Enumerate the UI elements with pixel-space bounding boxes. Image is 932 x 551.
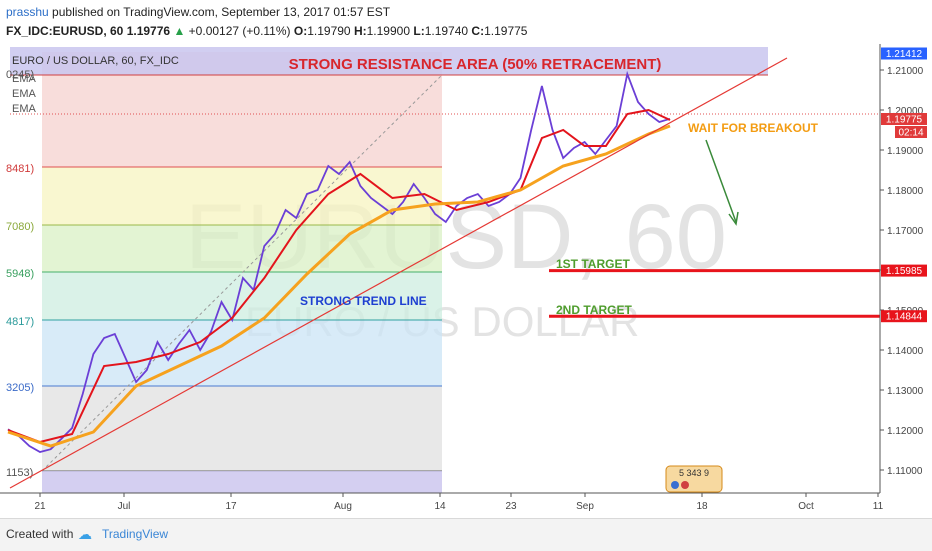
fib-zone-5 [42,320,442,386]
price-tag-target-1: 1.15985 [881,264,927,277]
fib-zone-6 [42,386,442,471]
ema-slow-line [7,124,671,448]
time-tick-label: 11 [873,501,884,512]
fib-level-label: 0245) [6,69,34,81]
fib-zone-3 [42,225,442,272]
target-1-label: 1ST TARGET [556,257,630,271]
time-tick-label: Aug [334,501,352,512]
tradingview-logo-icon: ☁ [78,526,92,542]
time-tick-label: 21 [34,501,46,512]
price-tag-top-box [881,47,927,60]
time-tick-label: Sep [576,501,594,512]
price-tag-current: 1.19775 02:14 [881,113,927,139]
ohlc-line: FX_IDC:EURUSD, 60 1.19776 ▲ +0.00127 (+0… [6,24,527,38]
price-tick-label: 1.18000 [887,186,924,197]
time-axis-ticks: 21 Jul 17 Aug 14 23 Sep 18 Oct 11 [34,493,884,512]
arrow-head-icon [728,211,739,226]
time-axis[interactable]: 21 Jul 17 Aug 14 23 Sep 18 Oct 11 [0,492,884,512]
time-tick-label: 17 [225,501,237,512]
time-tag-text: 02:14 [898,128,923,139]
price-tag-current-text: 1.19775 [886,115,923,126]
badge-text: 5 343 9 [679,468,709,478]
close-label: C: [471,24,485,38]
price-tag-top: 1.21412 [881,47,927,60]
time-tick-label: 18 [696,501,708,512]
fib-level-label: 7080) [6,221,34,233]
resistance-label: STRONG RESISTANCE AREA (50% RETRACEMENT) [289,56,662,73]
author-link[interactable]: prasshu [6,5,49,19]
fib-zone-base [42,471,442,493]
price-tick-label: 1.11000 [887,466,923,477]
last-price: 1.19776 [126,24,171,38]
price-tag-target-2-text: 1.14844 [886,312,923,323]
up-arrow-icon: ▲ [173,24,186,38]
breakout-arrow [705,139,737,223]
price-change: +0.00127 (+0.11%) [188,24,291,38]
price-tick-label: 1.20000 [887,106,924,117]
publish-line: prasshu published on TradingView.com, Se… [6,5,390,19]
fib-level-label: 1153) [6,467,33,479]
created-with-text: Created with [6,527,74,541]
time-tick-label: 14 [434,501,446,512]
chart-header: prasshu published on TradingView.com, Se… [0,0,932,44]
badge-box [665,465,723,493]
price-tick-label: 1.21000 [887,66,924,77]
price-tick-label: 1.19000 [887,146,924,157]
chart-legend: EURO / US DOLLAR, 60, FX_IDC EMA EMA EMA [12,55,179,115]
price-tick-label: 1.12000 [887,426,924,437]
open-label: O: [293,24,308,38]
time-tick-label: Jul [118,501,131,512]
price-tick-label: 1.14000 [887,346,924,357]
time-tag-box [895,126,927,138]
price-tag-target-2-box [881,310,927,323]
price-line [7,70,671,453]
fibonacci-retracement [41,52,443,493]
fib-zone-2 [42,167,442,225]
legend-ema-3[interactable]: EMA [12,103,37,115]
low-value: 1.19740 [424,24,469,38]
high-value: 1.19900 [366,24,411,38]
legend-ema-1[interactable]: EMA [12,73,37,85]
target-2-label: 2ND TARGET [556,303,632,317]
trend-line[interactable] [9,57,788,489]
footer: Created with ☁ TradingView [0,518,932,551]
flag-us-icon [671,481,679,489]
fib-level-label: 4817) [6,316,34,328]
price-tag-current-box [881,113,927,125]
price-tick-label: 1.13000 [887,386,924,397]
fib-diagonal [41,74,443,472]
resistance-area[interactable] [10,47,768,75]
price-tag-target-1-box [881,264,927,277]
symbol-label: FX_IDC:EURUSD, 60 [6,24,124,38]
flag-eu-icon [681,481,689,489]
close-value: 1.19775 [484,24,528,38]
price-tag-target-2: 1.14844 [881,310,927,323]
price-tick-label: 1.17000 [887,226,924,237]
trendline-label: STRONG TREND LINE [300,294,427,308]
price-tag-target-1-text: 1.15985 [886,266,923,277]
low-label: L: [413,24,425,38]
ema-mid-line [7,108,671,444]
fib-level-label: 3205) [6,382,34,394]
breakout-label: WAIT FOR BREAKOUT [688,121,819,135]
fib-level-label: 8481) [6,163,34,175]
time-tick-label: 23 [505,501,517,512]
tradingview-link[interactable]: TradingView [102,527,169,541]
events-badge[interactable]: 5 343 9 [665,465,723,493]
fib-labels: 0245) 8481) 7080) 5948) 4817) 3205) 1153) [6,69,34,479]
open-value: 1.19790 [307,24,351,38]
high-label: H: [353,24,367,38]
fib-level-label: 5948) [6,268,34,280]
price-tag-top-text: 1.21412 [886,49,923,60]
legend-ema-2[interactable]: EMA [12,88,37,100]
publish-info: published on TradingView.com, September … [52,5,391,19]
legend-title: EURO / US DOLLAR, 60, FX_IDC [12,55,179,67]
price-axis[interactable]: 1.110001.120001.130001.140001.150001.160… [879,44,927,493]
time-tick-label: Oct [798,501,814,512]
